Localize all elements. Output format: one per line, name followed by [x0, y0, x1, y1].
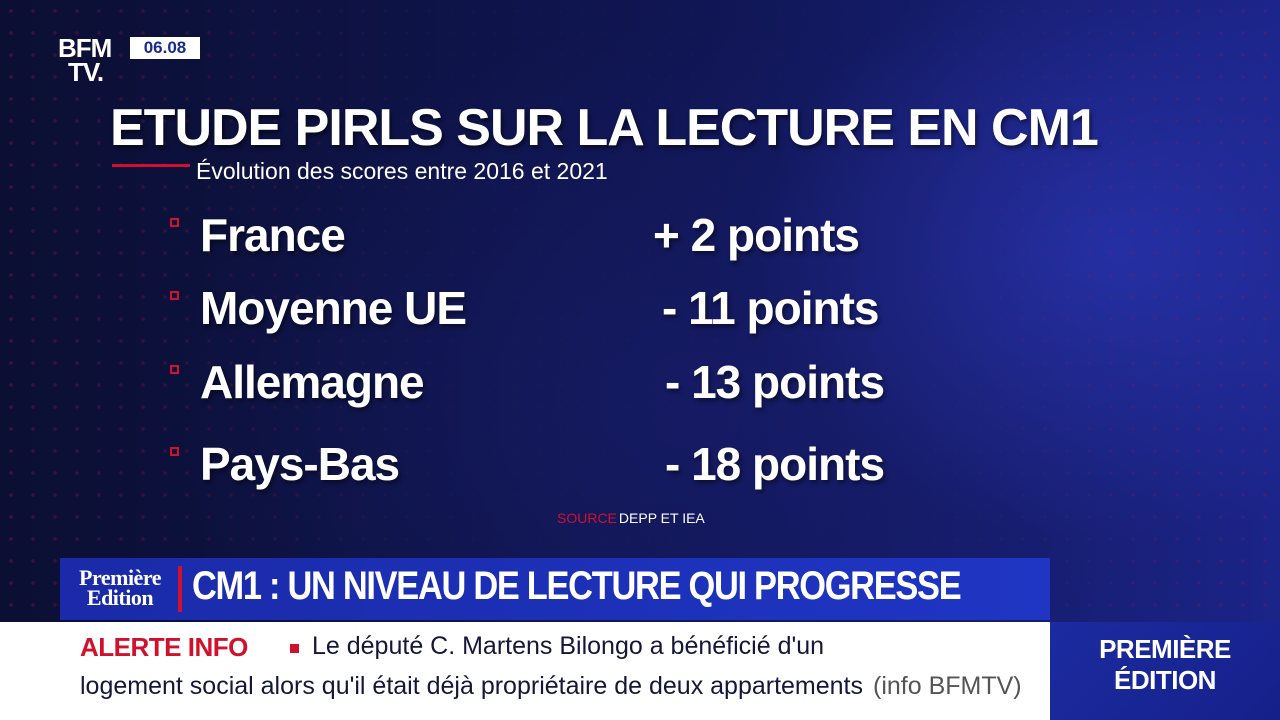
country-label: Moyenne UE	[200, 282, 467, 334]
country-label: France	[200, 209, 346, 261]
headline-text: CM1 : UN NIVEAU DE LECTURE QUI PROGRESSE	[192, 564, 962, 608]
show-logo-line2: Edition	[86, 585, 154, 610]
clock-badge: 06.08	[130, 37, 200, 59]
score-row: Moyenne UE - 11 points	[0, 281, 1280, 341]
channel-logo-line1: BFM	[58, 33, 112, 63]
alert-label: ALERTE INFO	[80, 632, 248, 662]
ticker-line-2: logement social alors qu'il était déjà p…	[80, 672, 1022, 701]
alert-square-icon	[290, 644, 299, 653]
source-value: DEPP ET IEA	[618, 510, 705, 526]
bullet-square-icon	[170, 447, 179, 456]
headline-separator	[178, 566, 182, 612]
score-value: - 18 points	[665, 438, 885, 490]
country-label: Allemagne	[200, 356, 425, 408]
channel-logo-line2: TV.	[68, 57, 104, 87]
graphic-title: ETUDE PIRLS SUR LA LECTURE EN CM1	[110, 99, 1099, 157]
news-ticker: ALERTE INFO Le député C. Martens Bilongo…	[0, 622, 1050, 720]
channel-logo: BFM TV.	[58, 33, 126, 87]
ticker-line-2-text: logement social alors qu'il était déjà p…	[80, 672, 864, 700]
bullet-square-icon	[170, 365, 179, 374]
program-badge-line2: ÉDITION	[1114, 665, 1216, 695]
source-label: SOURCE	[557, 510, 617, 526]
program-badge-text: PREMIÈRE ÉDITION	[1050, 634, 1280, 696]
score-row: France + 2 points	[0, 208, 1280, 268]
score-value: - 13 points	[665, 356, 885, 408]
score-value: - 11 points	[662, 282, 879, 334]
score-row: Allemagne - 13 points	[0, 355, 1280, 415]
score-value: + 2 points	[653, 209, 860, 261]
program-badge-line1: PREMIÈRE	[1099, 634, 1231, 664]
headline-bar: Première Edition CM1 : UN NIVEAU DE LECT…	[60, 558, 1050, 620]
ticker-line-1: Le député C. Martens Bilongo a bénéficié…	[312, 632, 825, 660]
bullet-square-icon	[170, 218, 179, 227]
bullet-square-icon	[170, 291, 179, 300]
show-logo: Première Edition	[66, 565, 174, 610]
graphic-subtitle: Évolution des scores entre 2016 et 2021	[196, 158, 608, 184]
source-credit: SOURCE DEPP ET IEA	[557, 510, 705, 526]
title-accent-line	[112, 164, 190, 167]
country-label: Pays-Bas	[200, 438, 400, 490]
ticker-credit: (info BFMTV)	[873, 672, 1022, 700]
score-row: Pays-Bas - 18 points	[0, 437, 1280, 497]
show-logo-line1: Première	[79, 565, 161, 590]
program-badge: PREMIÈRE ÉDITION	[1050, 622, 1280, 720]
